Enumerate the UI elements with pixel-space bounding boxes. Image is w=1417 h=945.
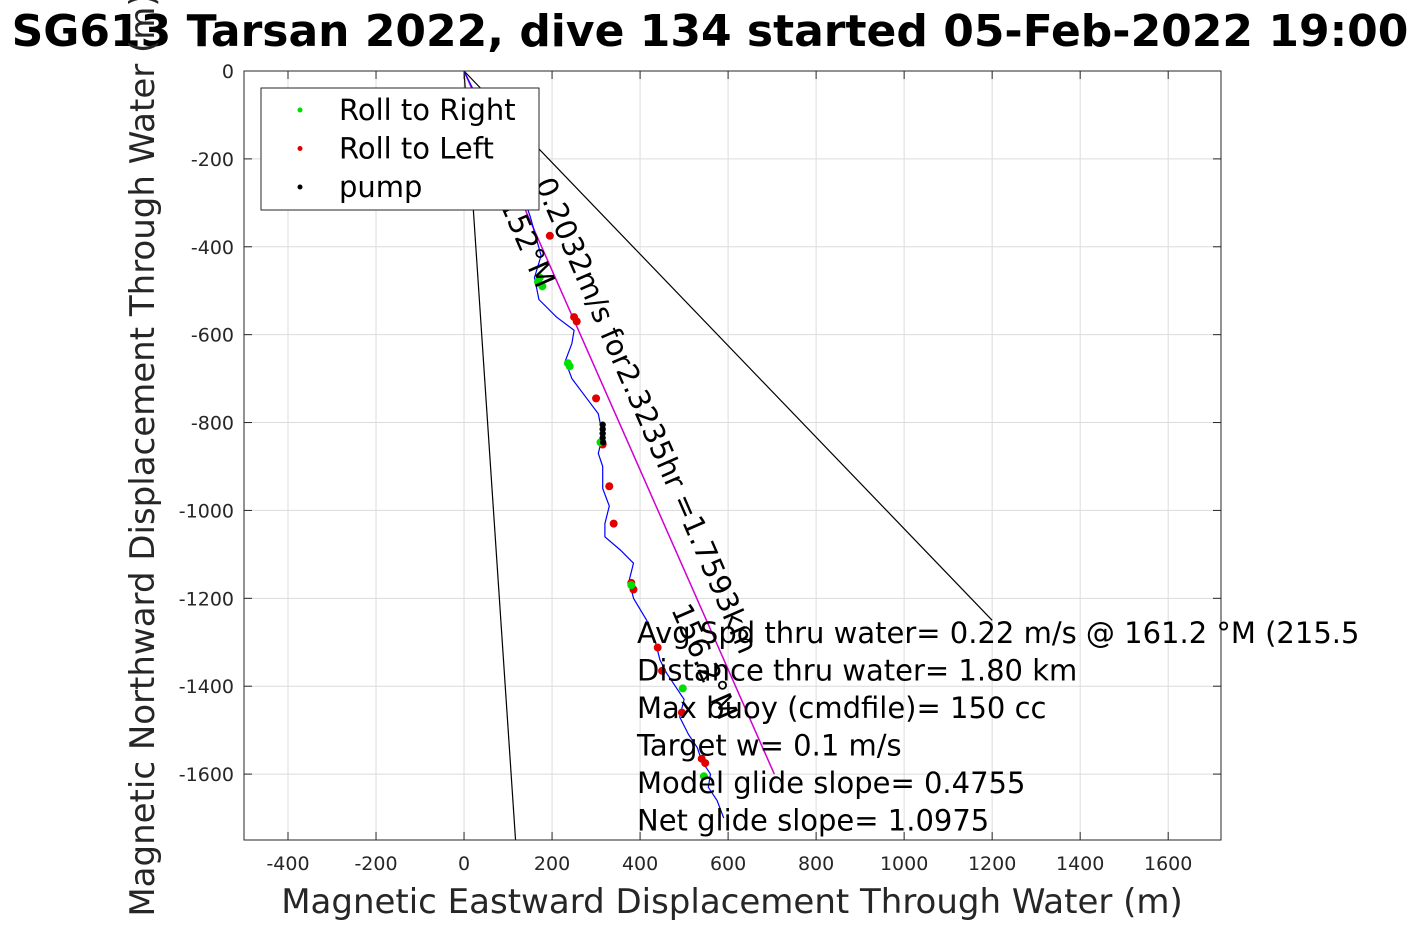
- x-axis-label: Magnetic Eastward Displacement Through W…: [281, 882, 1183, 922]
- legend-label: pump: [339, 170, 422, 204]
- x-tick-label: 1600: [1144, 853, 1192, 875]
- summary-annotation: Max buoy (cmdfile)= 150 cc: [637, 691, 1046, 725]
- roll-left-point: [572, 317, 581, 326]
- roll-left-point: [677, 708, 686, 717]
- heading-line: [463, 70, 993, 621]
- roll-right-point: [565, 362, 574, 371]
- y-tick-label: -1400: [179, 676, 234, 698]
- roll-left-point: [545, 231, 554, 240]
- legend-label: Roll to Right: [339, 93, 516, 127]
- roll-left-point: [592, 394, 601, 403]
- annotations: 0.2032m/s for2.3235hr =1.7593km152°M156.…: [493, 172, 1360, 837]
- x-tick-label: -400: [266, 853, 309, 875]
- plot-area: [463, 70, 775, 819]
- summary-annotation: Distance thru water= 1.80 km: [637, 654, 1077, 688]
- axis-ticks: -400 -200 0 200 400 600 800 1000 1200 1400 1600 0 -2…: [179, 61, 1221, 875]
- y-tick-label: -800: [191, 413, 234, 435]
- roll-left-point: [658, 666, 667, 675]
- pump-point: [599, 439, 607, 446]
- x-tick-label: -200: [354, 853, 397, 875]
- pump-point: [599, 425, 606, 433]
- y-tick-label: 0: [222, 61, 234, 83]
- roll-right-point: [678, 684, 687, 693]
- legend-marker: [297, 184, 303, 190]
- dive-track: [463, 70, 725, 819]
- x-tick-label: 1400: [1056, 853, 1104, 875]
- roll-left-point: [653, 643, 662, 652]
- x-tick-label: 600: [710, 853, 746, 875]
- y-tick-label: -1000: [179, 500, 234, 522]
- y-tick-label: -1200: [179, 588, 234, 610]
- y-tick-label: -200: [191, 149, 234, 171]
- legend-marker: [297, 146, 303, 151]
- summary-annotation: Model glide slope= 0.4755: [637, 766, 1025, 800]
- y-axis-label: Magnetic Northward Displacement Through …: [123, 0, 163, 917]
- axes-box: [243, 70, 1222, 841]
- x-tick-label: 1000: [880, 853, 928, 875]
- y-tick-label: -1600: [179, 764, 234, 786]
- summary-annotation: Target w= 0.1 m/s: [636, 729, 902, 763]
- legend-marker: [297, 107, 303, 113]
- y-tick-label: -400: [191, 237, 234, 259]
- chart-title: SG613 Tarsan 2022, dive 134 started 05-F…: [12, 6, 1409, 57]
- roll-left-point: [701, 759, 710, 768]
- roll-right-point: [538, 282, 547, 291]
- pump-point: [599, 430, 606, 437]
- x-tick-label: 200: [534, 853, 570, 875]
- y-tick-label: -600: [191, 325, 234, 347]
- roll-left-point: [605, 482, 614, 491]
- legend-box: [260, 87, 540, 211]
- roll-right-point: [627, 581, 636, 590]
- roll-right-point: [699, 772, 708, 781]
- legend-label: Roll to Left: [339, 132, 494, 166]
- summary-annotation: Avg Spd thru water= 0.22 m/s @ 161.2 °M …: [637, 616, 1359, 650]
- x-tick-label: 800: [798, 853, 834, 875]
- roll-left-point: [609, 519, 618, 528]
- x-tick-label: 0: [458, 853, 470, 875]
- legend: Roll to Right Roll to Left pump: [260, 87, 540, 211]
- segment-label: 0.2032m/s for2.3235hr =1.7593km: [528, 172, 765, 658]
- pump-point: [599, 421, 606, 428]
- x-tick-label: 1200: [968, 853, 1016, 875]
- x-tick-label: 400: [622, 853, 658, 875]
- summary-annotation: Net glide slope= 1.0975: [637, 804, 989, 838]
